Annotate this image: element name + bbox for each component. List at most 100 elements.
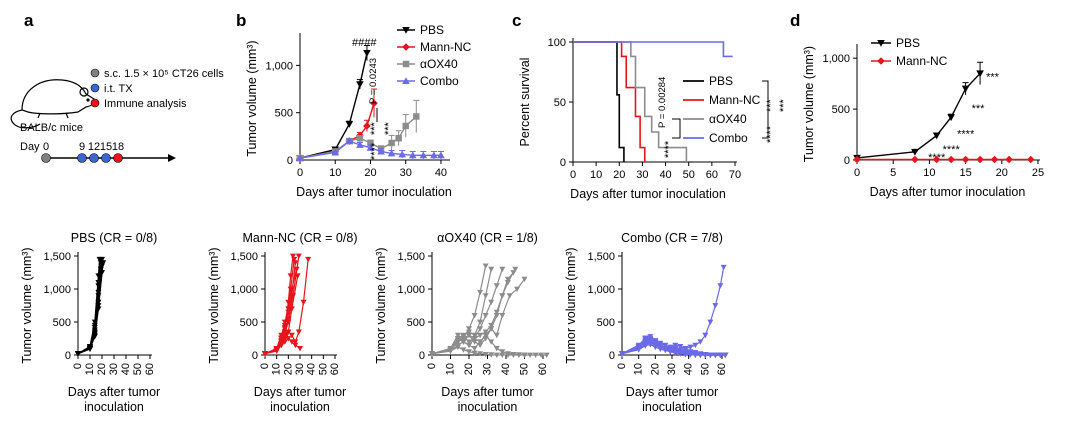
xlabel-e1-line1: inoculation — [84, 400, 144, 414]
ytick-label-e1-1500: 1,500 — [43, 251, 71, 263]
point-e3-7-12 — [510, 352, 517, 358]
point-e4-0-18 — [720, 264, 727, 271]
point-e3-7-6 — [477, 351, 484, 357]
point-e3-4-7 — [482, 329, 489, 335]
ytick-label-e2-500: 500 — [240, 317, 258, 329]
point-e4-7-9 — [677, 351, 684, 357]
point-d-pbs-1 — [911, 148, 919, 156]
timeline-dot-9 — [77, 153, 87, 163]
point-e4-0-17 — [717, 283, 724, 289]
ytick-label-e1-500: 500 — [53, 317, 71, 329]
ytick-label-e4-1500: 1,500 — [587, 251, 615, 263]
ylabel-e1: Tumor volume (mm³) — [20, 247, 34, 363]
xtick-label-e4-10: 10 — [633, 363, 645, 375]
xtick-label-d-5: 5 — [890, 167, 896, 179]
xtick-label-b-0: 0 — [297, 167, 303, 179]
point-e3-5-12 — [514, 286, 521, 292]
day-label: Day — [20, 141, 40, 153]
annot-b-pvalue: P = 0.0243 — [368, 58, 379, 104]
point-e4-7-2 — [642, 343, 649, 349]
ytick-label-e3-500: 500 — [407, 317, 425, 329]
point-e3-4-9 — [493, 309, 500, 316]
point-e4-0-15 — [707, 319, 714, 325]
point-e4-0-8 — [672, 342, 679, 349]
series-c-mann-nc — [573, 41, 646, 162]
xtick-label-e4-40: 40 — [683, 363, 695, 375]
point-e2-7-8 — [300, 299, 307, 306]
point-e4-7-3 — [647, 342, 654, 348]
chart-e3: 0 500 1,000 1,500 0 10 20 30 40 50 60 Tumor volume … — [374, 231, 550, 414]
ytick-label-e3-1000: 1,000 — [397, 284, 425, 296]
point-e2-6-6 — [292, 342, 299, 349]
point-e3-7-13 — [515, 352, 522, 358]
xtick-label-e2-30: 30 — [294, 363, 306, 375]
point-e3-5-4 — [466, 332, 472, 339]
point-b-combo-10 — [430, 151, 438, 159]
panel-label-d: d — [790, 11, 800, 30]
xlabel-e2-line0: Days after tumor — [254, 385, 346, 399]
point-e4-5-3 — [647, 337, 654, 343]
ylabel-e2: Tumor volume (mm³) — [207, 247, 221, 363]
xtick-label-d-15: 15 — [959, 167, 971, 179]
legend-marker-b-mann-nc — [402, 43, 410, 51]
point-e4-7-1 — [635, 347, 642, 353]
point-e3-7-17 — [538, 352, 545, 358]
point-e2-6-7 — [297, 346, 303, 352]
ytick-label-e4-500: 500 — [597, 317, 615, 329]
point-e3-1-5 — [471, 332, 478, 339]
point-d-mann-nc-3 — [947, 155, 955, 164]
point-d-pbs-4 — [961, 85, 970, 93]
point-e3-1-7 — [482, 293, 489, 299]
timeline-day-0: 0 — [43, 141, 49, 153]
ytick-label-d-1000: 1,000 — [822, 53, 850, 65]
xtick-label-e1-10: 10 — [84, 363, 96, 375]
legend-label-d-pbs: PBS — [896, 36, 920, 50]
xtick-label-c-70: 70 — [729, 169, 741, 181]
xtick-label-e3-20: 20 — [463, 363, 475, 375]
xlabel-e1-line0: Days after tumor — [68, 385, 160, 399]
xtick-label-e2-20: 20 — [282, 363, 294, 375]
point-e3-1-8 — [488, 266, 495, 273]
point-e3-7-14 — [521, 352, 528, 358]
point-e3-7-5 — [471, 350, 478, 357]
point-e3-4-10 — [499, 293, 506, 299]
panel-label-a: a — [24, 11, 34, 30]
xtick-label-c-60: 60 — [706, 169, 718, 181]
series-c-ox40 — [573, 41, 688, 162]
point-b-combo-7 — [398, 150, 406, 158]
xtick-label-e4-30: 30 — [666, 363, 678, 375]
point-e1-6-3 — [95, 280, 102, 286]
bracket-c-inner — [672, 118, 681, 139]
xtick-label-e3-0: 0 — [426, 363, 438, 369]
point-e1-6-4 — [97, 260, 104, 266]
chart-e4: 0 500 1,000 1,500 0 10 20 30 40 50 60 Tumor volume … — [564, 231, 729, 414]
point-b-ox40-4 — [367, 139, 374, 147]
point-e3-0-7 — [482, 263, 489, 269]
point-e4-7-12 — [692, 352, 699, 358]
point-b-mann-nc-4 — [363, 122, 371, 130]
ytick-label-c-100: 100 — [548, 37, 566, 49]
xtick-label-e3-50: 50 — [519, 363, 531, 375]
point-e3-7-2 — [454, 344, 461, 351]
point-e2-7-3 — [281, 336, 288, 342]
point-e2-7-4 — [285, 329, 292, 335]
point-b-pbs-2 — [345, 121, 354, 128]
point-e4-0-9 — [677, 344, 684, 350]
point-e4-7-16 — [712, 352, 719, 358]
point-e4-0-16 — [712, 303, 719, 309]
point-e4-7-0 — [619, 351, 625, 357]
point-e4-7-8 — [672, 350, 679, 357]
xlabel-d: Days after tumor inoculation — [870, 185, 1026, 199]
point-e2-2-6 — [292, 260, 299, 266]
chart-b: 0 500 1,000 0 10 20 30 40 Tumor volume (mm³) Days… — [245, 23, 472, 199]
panel-a-schematic: s.c. 1.5 × 10⁵ CT26 cells i.t. TX Immune a… — [10, 68, 224, 163]
bracket-c-outer — [762, 80, 769, 139]
ylabel-c: Percent survival — [518, 58, 532, 147]
xtick-label-e3-30: 30 — [482, 363, 494, 375]
xlabel-e4-line0: Days after tumor — [626, 385, 718, 399]
point-e3-1-4 — [466, 329, 472, 335]
point-b-combo-3 — [356, 141, 364, 148]
point-e3-7-15 — [527, 352, 534, 358]
point-e1-7-3 — [95, 306, 102, 312]
